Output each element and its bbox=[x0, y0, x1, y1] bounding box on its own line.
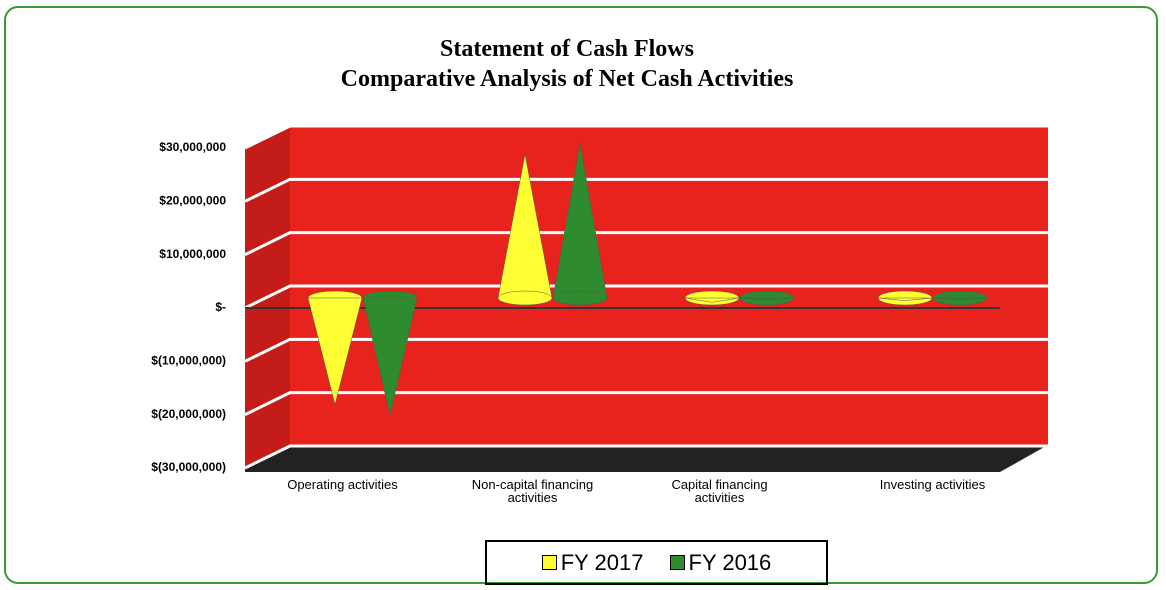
grid-line bbox=[244, 284, 1048, 310]
y-tick-label: $- bbox=[215, 300, 226, 314]
legend-item: FY 2016 bbox=[669, 549, 772, 576]
cone-base bbox=[552, 290, 608, 306]
grid-line bbox=[244, 391, 1048, 417]
cone-base bbox=[497, 290, 553, 306]
chart-title: Statement of Cash Flows bbox=[440, 36, 694, 62]
legend-swatch bbox=[669, 555, 685, 570]
cone bbox=[362, 297, 418, 416]
grid-line bbox=[244, 124, 1048, 150]
legend: FY 2017 FY 2016 bbox=[485, 540, 828, 585]
grid-line bbox=[244, 231, 1048, 257]
y-tick-label: $20,000,000 bbox=[159, 194, 226, 208]
legend-swatch bbox=[541, 555, 557, 570]
grid-line bbox=[244, 444, 1048, 470]
floor bbox=[245, 445, 1048, 472]
cone bbox=[739, 297, 795, 301]
x-tick-label: Operating activities bbox=[287, 477, 398, 492]
x-tick-label: Non-capital financing activities bbox=[471, 477, 594, 505]
chart-subtitle: Comparative Analysis of Net Cash Activit… bbox=[340, 66, 794, 92]
cone bbox=[877, 297, 933, 301]
cone bbox=[684, 297, 740, 303]
x-tick-label: Capital financing activities bbox=[671, 477, 768, 505]
grid-line bbox=[244, 337, 1048, 363]
grid-line bbox=[244, 177, 1048, 203]
y-tick-label: $(10,000,000) bbox=[151, 354, 226, 368]
y-tick-label: $30,000,000 bbox=[159, 140, 226, 154]
cone bbox=[932, 297, 988, 300]
legend-item: FY 2017 bbox=[541, 549, 644, 576]
legend-label: FY 2017 bbox=[560, 549, 644, 575]
x-tick-label: Investing activities bbox=[879, 477, 986, 492]
y-tick-label: $10,000,000 bbox=[159, 247, 226, 261]
legend-label: FY 2016 bbox=[688, 549, 772, 575]
y-tick-label: $(30,000,000) bbox=[151, 460, 226, 474]
y-tick-label: $(20,000,000) bbox=[151, 407, 226, 421]
cone bbox=[307, 297, 363, 405]
